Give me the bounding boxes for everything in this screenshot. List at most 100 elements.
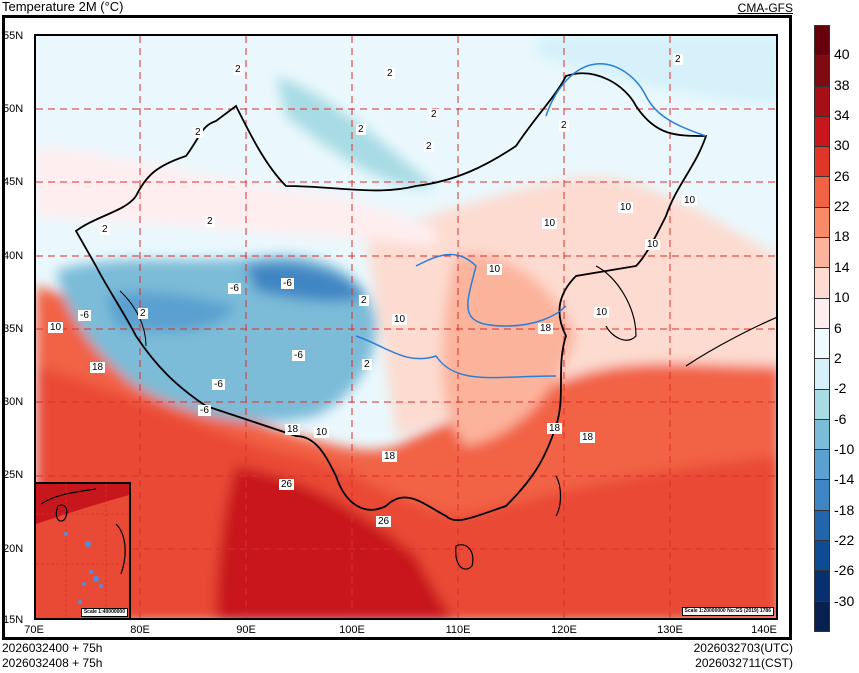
south-china-sea-inset: Scale 1:40000000: [34, 482, 131, 620]
colorbar-label: -2: [834, 380, 847, 397]
colorbar: [814, 25, 830, 632]
colorbar-segment: [815, 26, 829, 57]
contour-label: 18: [285, 424, 301, 435]
contour-label: 18: [90, 362, 106, 373]
lat-label: 25N: [3, 469, 24, 481]
colorbar-label: 18: [834, 228, 850, 245]
colorbar-segment: [815, 601, 829, 631]
colorbar-label: -14: [834, 471, 855, 488]
colorbar-segment: [815, 298, 829, 329]
colorbar-segment: [815, 56, 829, 87]
colorbar-segment: [815, 86, 829, 117]
contour-label: 10: [594, 307, 610, 318]
lat-label: 15N: [3, 614, 24, 626]
colorbar-segment: [815, 238, 829, 269]
contour-label: 26: [279, 479, 295, 490]
colorbar-label: 22: [834, 198, 850, 215]
colorbar-label: 26: [834, 167, 850, 184]
contour-label: 10: [542, 218, 558, 229]
inset-map: [36, 484, 129, 618]
country-border: [74, 72, 708, 521]
colorbar-label: 10: [834, 289, 850, 306]
init-time-utc: 2026032400 + 75h: [2, 641, 103, 655]
colorbar-label: 2: [834, 349, 842, 366]
contour-label: 2: [673, 54, 683, 65]
lat-label: 20N: [3, 543, 24, 555]
colorbar-label: 14: [834, 258, 850, 275]
lat-label: 30N: [3, 396, 24, 408]
colorbar-label: 38: [834, 76, 850, 93]
valid-time-cst: 2026032711(CST): [695, 656, 793, 670]
lon-label: 80E: [130, 624, 150, 636]
colorbar-segment: [815, 177, 829, 208]
contour-label: 10: [487, 264, 503, 275]
model-name: CMA-GFS: [737, 1, 793, 15]
contour-label: 2: [205, 216, 215, 227]
colorbar-segment: [815, 328, 829, 360]
contour-label: 18: [538, 323, 554, 334]
contour-label: 2: [385, 68, 395, 79]
contour-label: 2: [429, 109, 439, 120]
temperature-map: 2 2 2 2 2 2 2 2 2 2 10 10 10 10 10 10 -6 -6 2 -6 10 2 10 2 -6 -6 -…: [34, 34, 778, 620]
contour-label: 10: [314, 427, 330, 438]
colorbar-label: 6: [834, 319, 842, 336]
contour-label: 2: [424, 141, 434, 152]
colorbar-label: 40: [834, 46, 850, 63]
colorbar-segment: [815, 359, 829, 390]
lat-label: 35N: [3, 323, 24, 335]
contour-label: -6: [292, 350, 305, 361]
lon-label: 140E: [751, 624, 777, 636]
contour-label: 18: [580, 432, 596, 443]
contour-label: 2: [356, 124, 366, 135]
colorbar-segment: [815, 147, 829, 178]
contour-label: 10: [48, 322, 64, 333]
contour-label: 18: [382, 451, 398, 462]
contour-label: -6: [212, 379, 225, 390]
colorbar-label: -18: [834, 501, 855, 518]
contour-label: 26: [376, 516, 392, 527]
contour-label: 18: [547, 423, 563, 434]
colorbar-segment: [815, 116, 829, 148]
colorbar-segment: [815, 389, 829, 420]
colorbar-segment: [815, 480, 829, 511]
contour-label: 2: [559, 120, 569, 131]
contour-label: 2: [100, 224, 110, 235]
colorbar-label: -22: [834, 531, 855, 548]
contour-label: 2: [362, 359, 372, 370]
colorbar-label: -10: [834, 440, 855, 457]
river: [355, 253, 567, 379]
lon-label: 70E: [24, 624, 44, 636]
contour-label: -6: [228, 283, 241, 294]
colorbar-segment: [815, 207, 829, 239]
contour-label: -6: [281, 278, 294, 289]
contour-label: 10: [618, 202, 634, 213]
coastline: [455, 265, 776, 570]
contour-label: 10: [392, 314, 408, 325]
colorbar-segment: [815, 268, 829, 299]
colorbar-label: 34: [834, 107, 850, 124]
scale-inset: Scale 1:40000000: [80, 608, 128, 617]
lon-label: 120E: [551, 624, 577, 636]
lon-label: 100E: [339, 624, 365, 636]
contour-label: 2: [233, 64, 243, 75]
graticule: [36, 36, 776, 618]
contour-label: -6: [198, 405, 211, 416]
contour-label: 2: [138, 308, 148, 319]
contour-label: 10: [645, 239, 661, 250]
map-frame: [2, 15, 792, 640]
river-amur: [545, 63, 707, 137]
lon-label: 90E: [236, 624, 256, 636]
lat-label: 50N: [3, 103, 24, 115]
lat-label: 40N: [3, 250, 24, 262]
lon-label: 110E: [445, 624, 471, 636]
chart-title: Temperature 2M (°C): [2, 0, 124, 14]
valid-time-utc: 2026032703(UTC): [693, 641, 793, 655]
scale-main: Scale 1:20000000 No:GS (2019) 1786: [681, 607, 774, 616]
contour-label: 2: [193, 127, 203, 138]
colorbar-label: 30: [834, 137, 850, 154]
colorbar-segment: [815, 510, 829, 542]
colorbar-segment: [815, 541, 829, 572]
colorbar-segment: [815, 571, 829, 602]
contour-label: 10: [682, 195, 698, 206]
contour-label: 2: [359, 295, 369, 306]
